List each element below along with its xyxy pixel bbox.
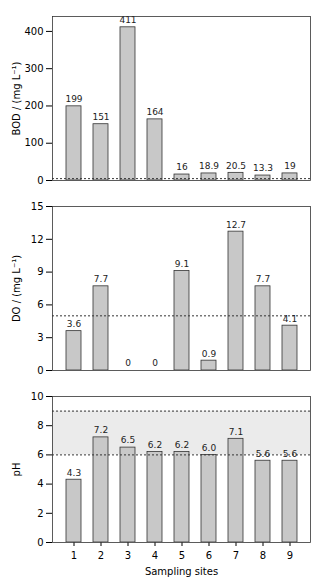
svg-text:BOD / (mg L⁻¹): BOD / (mg L⁻¹) xyxy=(11,61,22,135)
svg-text:151: 151 xyxy=(92,112,109,122)
svg-text:2: 2 xyxy=(98,550,104,561)
svg-text:1: 1 xyxy=(71,550,77,561)
svg-text:2: 2 xyxy=(37,508,43,519)
svg-text:7.1: 7.1 xyxy=(229,427,243,437)
svg-text:0: 0 xyxy=(125,358,131,368)
svg-text:9: 9 xyxy=(37,266,43,277)
svg-text:9.1: 9.1 xyxy=(175,259,189,269)
svg-text:0.9: 0.9 xyxy=(202,349,217,359)
svg-text:8: 8 xyxy=(37,420,43,431)
svg-text:4: 4 xyxy=(37,478,43,489)
svg-text:3: 3 xyxy=(37,332,43,343)
svg-text:pH: pH xyxy=(11,463,22,477)
svg-text:0: 0 xyxy=(37,175,43,186)
svg-text:3.6: 3.6 xyxy=(67,319,82,329)
svg-text:10: 10 xyxy=(31,391,44,402)
svg-text:20.5: 20.5 xyxy=(226,161,246,171)
svg-text:6: 6 xyxy=(206,550,212,561)
svg-text:7.7: 7.7 xyxy=(94,274,108,284)
svg-text:9: 9 xyxy=(287,550,293,561)
svg-text:6.2: 6.2 xyxy=(175,440,189,450)
svg-text:5: 5 xyxy=(179,550,185,561)
svg-text:0: 0 xyxy=(152,358,158,368)
svg-text:200: 200 xyxy=(24,100,43,111)
svg-text:12.7: 12.7 xyxy=(226,220,246,230)
svg-text:411: 411 xyxy=(119,15,137,26)
svg-text:7.7: 7.7 xyxy=(256,274,270,284)
svg-text:12: 12 xyxy=(31,234,44,245)
svg-text:DO / (mg L⁻¹): DO / (mg L⁻¹) xyxy=(11,255,22,322)
svg-text:4: 4 xyxy=(152,550,158,561)
svg-text:6: 6 xyxy=(37,449,43,460)
svg-text:0: 0 xyxy=(37,365,43,376)
svg-text:7: 7 xyxy=(233,550,239,561)
svg-text:19: 19 xyxy=(284,161,296,171)
svg-text:100: 100 xyxy=(24,137,43,148)
svg-text:199: 199 xyxy=(65,94,82,104)
svg-text:400: 400 xyxy=(24,26,43,37)
svg-text:7.2: 7.2 xyxy=(94,425,108,435)
svg-text:5.6: 5.6 xyxy=(283,449,298,459)
svg-text:5.6: 5.6 xyxy=(256,449,271,459)
svg-text:13.3: 13.3 xyxy=(253,163,273,173)
svg-text:Sampling sites: Sampling sites xyxy=(145,566,218,577)
svg-text:6: 6 xyxy=(37,299,43,310)
svg-text:8: 8 xyxy=(260,550,266,561)
svg-text:18.9: 18.9 xyxy=(199,161,219,171)
svg-text:4.1: 4.1 xyxy=(283,314,297,324)
svg-text:4.3: 4.3 xyxy=(67,468,81,478)
svg-text:6.0: 6.0 xyxy=(202,443,217,453)
svg-text:164: 164 xyxy=(146,107,163,117)
svg-text:300: 300 xyxy=(24,63,43,74)
svg-text:6.2: 6.2 xyxy=(148,440,162,450)
svg-text:6.5: 6.5 xyxy=(121,435,135,445)
svg-text:3: 3 xyxy=(125,550,131,561)
svg-text:15: 15 xyxy=(31,201,44,212)
svg-text:16: 16 xyxy=(176,162,188,172)
svg-text:0: 0 xyxy=(37,537,43,548)
